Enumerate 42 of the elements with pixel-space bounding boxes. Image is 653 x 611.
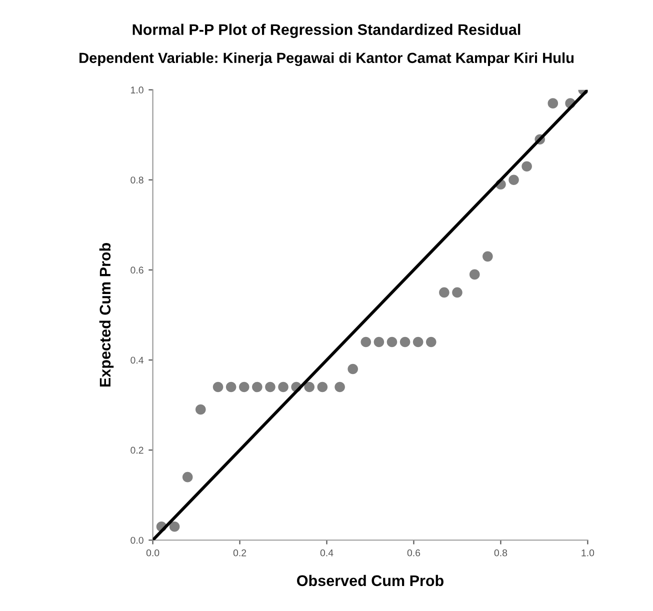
x-axis-title: Observed Cum Prob: [297, 574, 444, 586]
point: [469, 269, 480, 280]
point: [278, 382, 288, 392]
x-tick-label: 0.0: [146, 549, 160, 556]
point: [482, 251, 493, 262]
y-tick-label: 0.0: [130, 536, 144, 544]
point: [317, 382, 328, 392]
point: [226, 382, 236, 392]
point: [412, 336, 424, 348]
chart-title: Normal P-P Plot of Regression Standardized Residual: [132, 24, 520, 38]
point: [265, 382, 276, 392]
point: [548, 98, 558, 108]
y-tick-label: 0.4: [130, 356, 144, 364]
point: [452, 287, 462, 298]
y-tick-label: 0.6: [130, 266, 144, 274]
y-tick-label: 0.2: [130, 446, 144, 454]
point: [212, 382, 224, 392]
x-tick-label: 0.6: [407, 549, 420, 556]
y-tick-label: 0.8: [130, 176, 144, 184]
y-axis-title: Expected Cum Prob: [99, 243, 114, 387]
point: [238, 382, 250, 392]
chart-subtitle: Dependent Variable: Kinerja Pegawai di Kantor Camat Kampar Kiri Hulu: [80, 52, 574, 66]
point: [439, 287, 450, 298]
point: [400, 336, 410, 348]
point: [195, 404, 206, 415]
point: [252, 382, 262, 392]
point: [522, 161, 532, 172]
point: [169, 521, 180, 532]
point: [426, 336, 436, 348]
point: [334, 382, 345, 392]
x-tick-label: 0.8: [494, 549, 508, 556]
point: [508, 174, 519, 186]
x-tick-label: 0.2: [233, 549, 246, 556]
point: [374, 336, 384, 348]
x-tick-label: 1.0: [582, 549, 594, 556]
y-tick-label: 1.0: [131, 86, 144, 94]
point: [360, 336, 372, 348]
point: [182, 472, 193, 482]
point: [348, 364, 358, 374]
point: [304, 382, 315, 392]
point: [386, 336, 398, 348]
x-tick-label: 0.4: [320, 549, 334, 556]
